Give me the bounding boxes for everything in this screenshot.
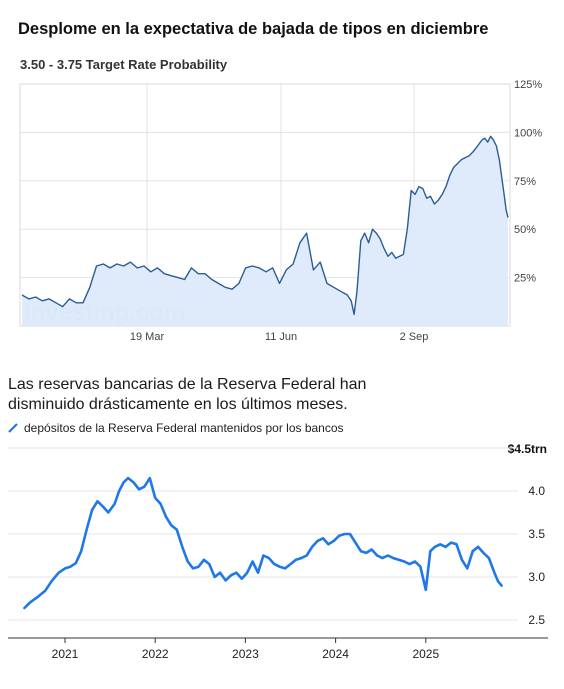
chart1-y-tick-label: 25%	[514, 273, 536, 285]
chart1-x-tick-label: 19 Mar	[130, 331, 165, 343]
chart2-reserves-line	[23, 476, 503, 610]
legend-line-icon	[8, 423, 18, 433]
chart2-gridlines	[8, 447, 548, 643]
chart2-y-tick-label: 4.0	[528, 484, 545, 498]
chart1-y-tick-label: 125%	[514, 79, 542, 91]
unit-label: $4.5trn	[508, 442, 547, 456]
legend-label: depósitos de la Reserva Federal mantenid…	[24, 421, 344, 435]
page-headline: Desplome en la expectativa de bajada de …	[18, 20, 489, 38]
chart2-y-tick-label: 3.5	[528, 527, 545, 541]
chart1-tick-labels: 25% 50% 75% 100% 125% 19 Mar 11 Jun 2 Sep	[130, 79, 542, 343]
chart1-y-tick-label: 75%	[514, 176, 536, 188]
chart1-area-fill	[22, 136, 508, 326]
chart2-y-tick-label: 2.5	[528, 613, 545, 627]
target-rate-probability-chart: Investing.com 25%50%75%100%125%19 Mar11 …	[19, 79, 542, 343]
chart1-x-tick-label: 11 Jun	[265, 331, 297, 343]
chart2-x-tick-label: 2025	[412, 647, 439, 661]
chart1-probability-line	[21, 135, 509, 316]
chart2-x-tick-label: 2023	[232, 647, 259, 661]
chart1-x-tick-label: 2 Sep	[400, 331, 429, 343]
chart2-x-tick-label: 2024	[322, 647, 349, 661]
bottom-chart-legend: depósitos de la Reserva Federal mantenid…	[8, 421, 344, 435]
chart2-tick-labels: 2.5 3.0 3.5 4.0 2021 2022 2023 2024 2025	[52, 484, 546, 661]
chart1-y-tick-label: 100%	[514, 127, 542, 139]
chart2-x-tick-label: 2022	[142, 647, 169, 661]
chart2-x-tick-label: 2021	[52, 647, 79, 661]
fed-reserves-chart: $4.5trn 2.5 3.0 3.5 4.0 2021 2022 2023 2024 2025	[8, 442, 548, 661]
chart2-y-tick-label: 3.0	[528, 570, 545, 584]
top-chart-subtitle: 3.50 - 3.75 Target Rate Probability	[20, 57, 228, 72]
bottom-chart-title: Las reservas bancarias de la Reserva Fed…	[8, 376, 367, 413]
chart1-y-tick-label: 50%	[514, 224, 536, 236]
